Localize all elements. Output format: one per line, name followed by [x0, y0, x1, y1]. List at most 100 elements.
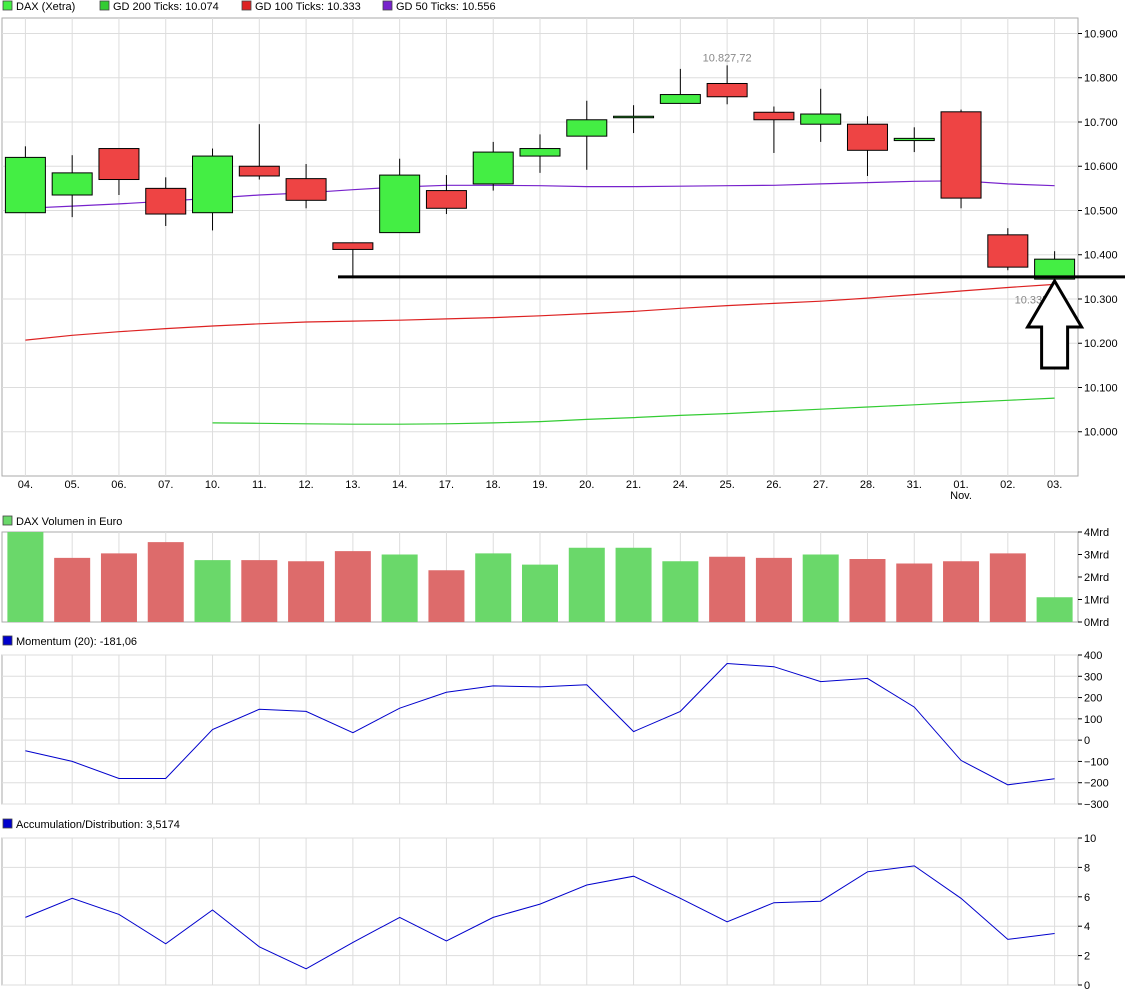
y-tick-label: 10.700	[1084, 117, 1118, 129]
candle-body	[285, 178, 327, 201]
y-tick-label: 8	[1084, 862, 1090, 874]
candle	[379, 158, 421, 234]
y-tick-label: 2Mrd	[1084, 572, 1109, 584]
y-tick-label: 3Mrd	[1084, 550, 1109, 562]
candle	[800, 88, 842, 142]
y-tick-label: 10.200	[1084, 338, 1118, 350]
x-tick-label: 12.	[298, 479, 313, 491]
candle	[192, 148, 234, 231]
y-tick-label: −300	[1084, 799, 1109, 811]
candle	[51, 155, 93, 218]
volume-bar	[755, 557, 792, 622]
candle-body	[332, 242, 374, 250]
momentum-line	[25, 662, 1055, 786]
price-panel: 10.000 10.100 10.200 10.300 10.400 10.500 10.6…	[1, 0, 1125, 502]
y-tick-label: −200	[1084, 778, 1109, 790]
x-tick-label: 24.	[673, 479, 688, 491]
x-tick-label: 06.	[111, 479, 126, 491]
x-tick-label: 25.	[719, 479, 734, 491]
candle-body	[566, 119, 608, 137]
candle	[238, 124, 280, 180]
volume-bar	[662, 561, 699, 622]
x-tick-label: 31.	[907, 479, 922, 491]
candle-body	[846, 123, 888, 151]
y-tick-label: 1Mrd	[1084, 595, 1109, 607]
candle	[566, 100, 608, 170]
volume-bar	[475, 553, 512, 622]
candle-body	[613, 115, 655, 119]
volume-bar	[849, 559, 886, 622]
legend-item-swatch	[99, 0, 110, 11]
momentum-panel: −300 −200 −100 0 100 200 300 400 Momentum (20): …	[1, 635, 1109, 811]
legend-item-swatch	[241, 0, 252, 11]
x-tick-label: 26.	[766, 479, 781, 491]
candle-body	[519, 148, 561, 157]
x-tick-label: 05.	[65, 479, 80, 491]
y-tick-label: 10.000	[1084, 427, 1118, 439]
y-tick-label: 0Mrd	[1084, 617, 1109, 629]
y-tick-label: 10.100	[1084, 382, 1118, 394]
volume-bar	[802, 554, 839, 622]
x-tick-label: 27.	[813, 479, 828, 491]
accumulation-distribution-legend-label: Accumulation/Distribution: 3,5174	[16, 819, 180, 831]
candle	[893, 127, 935, 153]
legend-item-swatch	[382, 0, 393, 11]
momentum-legend-label: Momentum (20): -181,06	[16, 636, 137, 648]
candle-body	[4, 156, 46, 214]
volume-bar	[428, 570, 465, 622]
candle	[846, 116, 888, 176]
volume-bar	[147, 542, 184, 622]
volume-legend-label: DAX Volumen in Euro	[16, 516, 122, 528]
volume-bar	[896, 563, 933, 622]
y-tick-label: 300	[1084, 671, 1102, 683]
volume-bar	[709, 556, 746, 622]
y-tick-label: 6	[1084, 892, 1090, 904]
candle-body	[800, 113, 842, 125]
x-tick-label: 13.	[345, 479, 360, 491]
volume-bar	[615, 547, 652, 622]
candle-body	[238, 165, 280, 177]
legend-item-swatch	[2, 0, 13, 11]
accumulation-distribution-legend-swatch	[2, 818, 13, 829]
y-tick-label: 100	[1084, 714, 1102, 726]
moving-average-line	[212, 397, 1055, 425]
momentum-legend-swatch	[2, 635, 13, 646]
candle-body	[145, 187, 187, 215]
candle-body	[706, 82, 748, 98]
y-tick-label: 400	[1084, 650, 1102, 662]
y-tick-label: 10.400	[1084, 250, 1118, 262]
candle	[659, 68, 701, 104]
candle	[987, 228, 1029, 271]
candle	[98, 148, 140, 196]
up-arrow-marker	[1024, 278, 1085, 370]
x-sub-label: Nov.	[950, 490, 972, 502]
candle-body	[893, 137, 935, 142]
candle-body	[940, 111, 982, 199]
candle	[613, 105, 655, 134]
volume-bar	[568, 547, 605, 622]
volume-bar	[381, 554, 418, 622]
x-tick-label: 03.	[1047, 479, 1062, 491]
candle	[940, 109, 982, 209]
x-tick-label: 14.	[392, 479, 407, 491]
y-tick-label: 10.800	[1084, 73, 1118, 85]
x-tick-label: 02.	[1000, 479, 1015, 491]
accumulation-distribution-panel: 0 2 4 6 8 10 Accumulation/Distribution: 3,5174	[1, 818, 1096, 992]
volume-bar	[522, 564, 558, 622]
moving-average-line	[25, 283, 1055, 341]
volume-bar	[54, 557, 91, 622]
y-tick-label: −100	[1084, 756, 1109, 768]
candle	[472, 141, 514, 191]
volume-bar	[100, 553, 137, 622]
candle-body	[98, 148, 140, 181]
x-tick-label: 17.	[439, 479, 454, 491]
y-tick-label: 0	[1084, 735, 1090, 747]
x-tick-label: 11.	[252, 479, 266, 491]
candle-body	[987, 234, 1029, 268]
y-tick-label: 0	[1084, 980, 1090, 992]
candle-body	[379, 174, 421, 234]
x-tick-label: 07.	[158, 479, 173, 491]
legend-item-label: GD 200 Ticks: 10.074	[113, 1, 219, 13]
candle-body	[753, 111, 795, 121]
